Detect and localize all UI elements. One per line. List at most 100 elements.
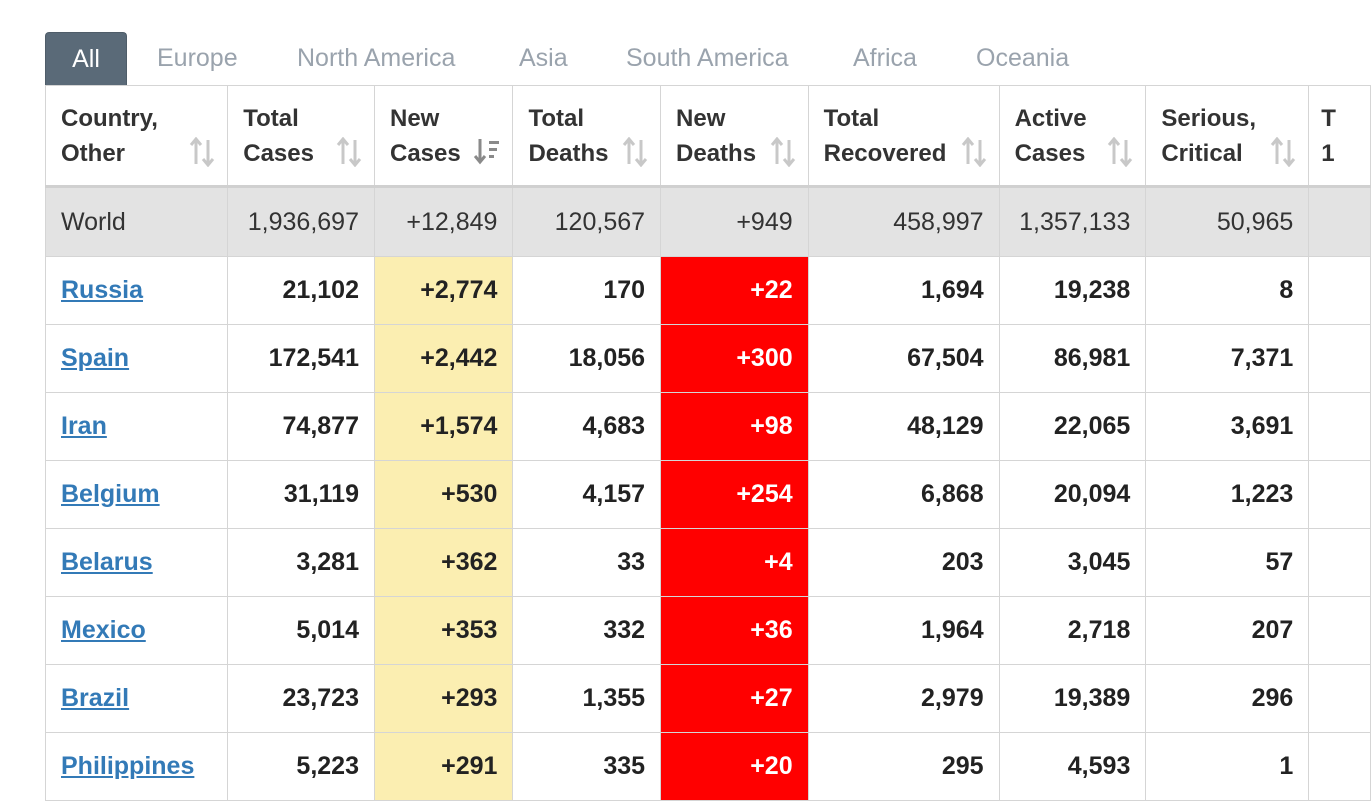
header-line-1: Total xyxy=(823,104,880,132)
cell-new-deaths: +22 xyxy=(660,256,809,325)
cell-country: Iran xyxy=(44,392,229,461)
tab-africa[interactable]: Africa xyxy=(853,44,917,72)
cell-new-cases: +2,774 xyxy=(373,256,514,325)
col-header-active-cases[interactable]: Active Cases xyxy=(998,85,1147,188)
table-row: Philippines 5,223 +291 335 +20 295 4,593 1 xyxy=(44,732,1371,801)
table-row: Belarus 3,281 +362 33 +4 203 3,045 57 xyxy=(44,528,1371,597)
header-line-2: Critical xyxy=(1161,139,1243,167)
cell-new-deaths: +300 xyxy=(660,324,809,393)
cell-new-cases: +2,442 xyxy=(373,324,514,393)
cell-total-recovered: 1,694 xyxy=(807,256,1000,325)
cell-new-deaths: +254 xyxy=(660,460,809,529)
col-header-label: Total Cases xyxy=(243,101,359,171)
col-header-new-deaths[interactable]: New Deaths xyxy=(660,85,809,188)
col-header-serious-critical[interactable]: Serious, Critical xyxy=(1145,85,1310,188)
cell-total-recovered: 67,504 xyxy=(807,324,1000,393)
cell-truncated xyxy=(1308,732,1371,801)
col-header-label: Active Cases xyxy=(1015,101,1131,171)
cell-country: World xyxy=(44,186,229,257)
table-row: Spain 172,541 +2,442 18,056 +300 67,504 86,981… xyxy=(44,324,1371,393)
cell-total-deaths: 1,355 xyxy=(512,664,662,733)
cell-total-deaths: 4,157 xyxy=(512,460,662,529)
cell-total-deaths: 33 xyxy=(512,528,662,597)
cell-active-cases: 2,718 xyxy=(998,596,1147,665)
cell-country: Mexico xyxy=(44,596,229,665)
sort-icon[interactable] xyxy=(336,136,362,168)
sort-icon[interactable] xyxy=(189,136,215,168)
country-link[interactable]: Spain xyxy=(61,344,130,372)
col-header-total-deaths[interactable]: Total Deaths xyxy=(512,85,662,188)
cell-serious-critical: 57 xyxy=(1145,528,1310,597)
cell-active-cases: 22,065 xyxy=(998,392,1147,461)
country-link[interactable]: Mexico xyxy=(61,616,146,644)
covid-table: Country, Other Total Cases New Cases Total Deat… xyxy=(44,85,1371,801)
col-header-new-cases[interactable]: New Cases xyxy=(373,85,514,188)
cell-truncated xyxy=(1308,256,1371,325)
sort-desc-icon[interactable] xyxy=(474,137,500,167)
tab-europe[interactable]: Europe xyxy=(157,44,238,72)
cell-total-cases: 5,014 xyxy=(227,596,375,665)
cell-total-cases: 74,877 xyxy=(227,392,375,461)
cell-total-recovered: 6,868 xyxy=(807,460,1000,529)
header-row: Country, Other Total Cases New Cases Total Deat… xyxy=(44,85,1371,188)
cell-total-deaths: 335 xyxy=(512,732,662,801)
sort-icon[interactable] xyxy=(961,136,987,168)
cell-serious-critical: 1,223 xyxy=(1145,460,1310,529)
sort-icon[interactable] xyxy=(1107,136,1133,168)
table-row: Brazil 23,723 +293 1,355 +27 2,979 19,389 296 xyxy=(44,664,1371,733)
col-header-country[interactable]: Country, Other xyxy=(44,85,229,188)
cell-total-cases: 3,281 xyxy=(227,528,375,597)
sort-icon[interactable] xyxy=(622,136,648,168)
cell-active-cases: 20,094 xyxy=(998,460,1147,529)
cell-country: Spain xyxy=(44,324,229,393)
cell-active-cases: 4,593 xyxy=(998,732,1147,801)
cell-total-cases: 21,102 xyxy=(227,256,375,325)
cell-total-deaths: 170 xyxy=(512,256,662,325)
tab-all[interactable]: All xyxy=(45,32,127,86)
cell-new-deaths: +20 xyxy=(660,732,809,801)
cell-active-cases: 86,981 xyxy=(998,324,1147,393)
country-link[interactable]: Belarus xyxy=(61,548,153,576)
sort-icon[interactable] xyxy=(770,136,796,168)
col-header-total-cases[interactable]: Total Cases xyxy=(227,85,375,188)
col-header-label: Total Deaths xyxy=(528,101,645,171)
country-link[interactable]: Brazil xyxy=(61,684,130,712)
cell-total-deaths: 18,056 xyxy=(512,324,662,393)
cell-new-deaths: +98 xyxy=(660,392,809,461)
cell-country: Belarus xyxy=(44,528,229,597)
cell-active-cases: 1,357,133 xyxy=(998,186,1147,257)
cell-total-cases: 1,936,697 xyxy=(227,186,375,257)
cell-total-cases: 172,541 xyxy=(227,324,375,393)
col-header-label: New Cases xyxy=(390,101,497,171)
cell-country: Philippines xyxy=(44,732,229,801)
tab-oceania[interactable]: Oceania xyxy=(976,44,1070,72)
cell-truncated xyxy=(1308,186,1371,257)
cell-active-cases: 3,045 xyxy=(998,528,1147,597)
cell-total-cases: 23,723 xyxy=(227,664,375,733)
cell-active-cases: 19,238 xyxy=(998,256,1147,325)
tab-north-america[interactable]: North America xyxy=(297,44,456,72)
col-header-label: New Deaths xyxy=(676,101,793,171)
table-row: Russia 21,102 +2,774 170 +22 1,694 19,238 8 xyxy=(44,256,1371,325)
header-line-2: Cases xyxy=(243,139,314,167)
header-line-1: Active xyxy=(1014,104,1087,132)
table-row: Belgium 31,119 +530 4,157 +254 6,868 20,094 1,2… xyxy=(44,460,1371,529)
country-link[interactable]: Philippines xyxy=(61,752,195,780)
country-link[interactable]: Iran xyxy=(61,412,107,440)
table-row: Iran 74,877 +1,574 4,683 +98 48,129 22,065 3,69… xyxy=(44,392,1371,461)
cell-total-recovered: 48,129 xyxy=(807,392,1000,461)
header-line-1: New xyxy=(389,104,440,132)
sort-icon[interactable] xyxy=(1270,136,1296,168)
cell-serious-critical: 207 xyxy=(1145,596,1310,665)
col-header-total-recovered[interactable]: Total Recovered xyxy=(807,85,1000,188)
tab-south-america[interactable]: South America xyxy=(626,44,789,72)
cell-country: Russia xyxy=(44,256,229,325)
country-link[interactable]: Russia xyxy=(61,276,143,304)
country-link[interactable]: Belgium xyxy=(61,480,160,508)
cell-total-recovered: 295 xyxy=(807,732,1000,801)
table-row: Mexico 5,014 +353 332 +36 1,964 2,718 207 xyxy=(44,596,1371,665)
tab-asia[interactable]: Asia xyxy=(519,44,568,72)
cell-truncated xyxy=(1308,596,1371,665)
header-line-2: Cases xyxy=(1014,139,1086,167)
